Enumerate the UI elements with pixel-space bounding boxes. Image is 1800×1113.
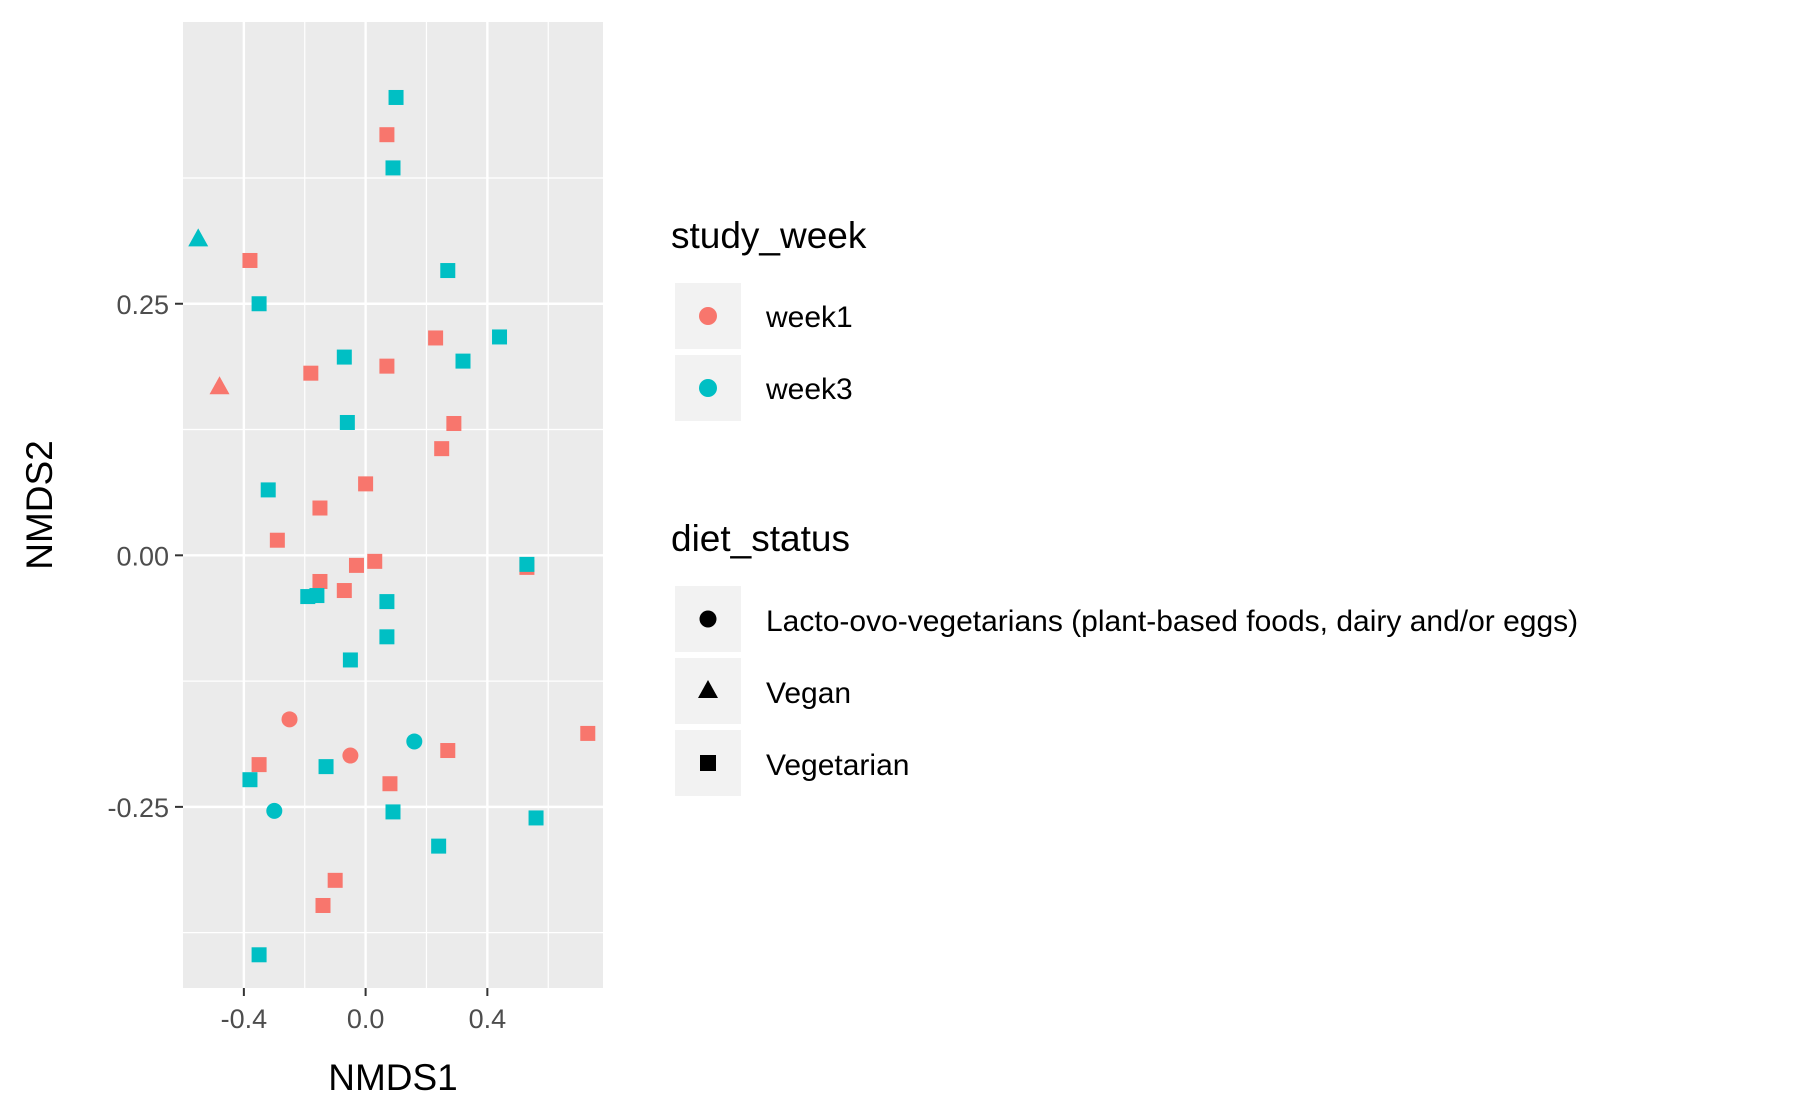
x-tick-label-2: 0.4 bbox=[469, 1004, 507, 1034]
y-tick-label-1: 0.00 bbox=[116, 541, 169, 571]
legend-title-diet-status: diet_status bbox=[671, 518, 850, 559]
x-tick-label-0: -0.4 bbox=[221, 1004, 268, 1034]
data-point-week1-square-40 bbox=[382, 776, 398, 792]
data-point-week1-square-17 bbox=[358, 476, 374, 492]
legend-label-week3: week3 bbox=[765, 373, 853, 406]
data-point-week1-square-7 bbox=[428, 330, 444, 346]
data-point-week3-square-2 bbox=[385, 160, 401, 176]
data-point-week1-square-19 bbox=[312, 500, 328, 516]
data-point-week1-square-25 bbox=[312, 573, 328, 589]
data-point-week3-triangle-3 bbox=[188, 228, 209, 247]
data-point-week1-circle-36 bbox=[342, 747, 359, 764]
legend-label-vegan: Vegan bbox=[766, 677, 851, 710]
data-point-week1-square-20 bbox=[269, 532, 285, 548]
data-point-week3-square-31 bbox=[342, 652, 358, 668]
data-point-week3-square-8 bbox=[492, 329, 508, 345]
data-point-week3-square-39 bbox=[242, 772, 258, 788]
data-point-week3-square-47 bbox=[251, 947, 267, 963]
data-points bbox=[188, 89, 596, 963]
data-point-week3-square-9 bbox=[336, 349, 352, 365]
data-point-week3-square-44 bbox=[431, 838, 447, 854]
legend-key-week3 bbox=[699, 379, 717, 397]
data-point-week1-square-45 bbox=[327, 872, 343, 888]
data-point-week1-square-15 bbox=[446, 415, 462, 431]
data-point-week1-triangle-13 bbox=[209, 376, 230, 395]
legend-key-vegan-triangle bbox=[698, 680, 718, 698]
x-axis-title: NMDS1 bbox=[328, 1057, 458, 1098]
data-point-week1-square-35 bbox=[440, 743, 456, 759]
data-point-week3-square-10 bbox=[455, 353, 471, 369]
data-point-week3-circle-41 bbox=[266, 802, 283, 819]
axes: -0.4 0.0 0.4 -0.25 0.00 0.25 bbox=[107, 290, 506, 1034]
legend-title-study-week: study_week bbox=[671, 215, 867, 256]
data-point-week1-circle-32 bbox=[281, 711, 298, 728]
legend-study-week: study_week week1 week3 bbox=[671, 215, 867, 421]
legend-key-week1 bbox=[699, 307, 717, 325]
plot-panel bbox=[183, 22, 603, 988]
data-point-week3-square-30 bbox=[379, 629, 395, 645]
data-point-week1-square-4 bbox=[242, 252, 258, 268]
data-point-week1-square-11 bbox=[379, 358, 395, 374]
data-point-week3-square-5 bbox=[440, 263, 456, 279]
data-point-week3-square-43 bbox=[528, 810, 544, 826]
data-point-week1-square-16 bbox=[434, 441, 450, 457]
data-point-week1-square-26 bbox=[336, 583, 352, 599]
data-point-week3-square-42 bbox=[385, 804, 401, 820]
data-point-week3-circle-34 bbox=[406, 733, 423, 750]
legend-key-vegetarian-square bbox=[700, 755, 716, 771]
data-point-week3-square-29 bbox=[379, 594, 395, 610]
data-point-week1-square-37 bbox=[251, 757, 267, 773]
legend-label-week1: week1 bbox=[765, 301, 853, 334]
data-point-week3-square-18 bbox=[260, 482, 276, 498]
data-point-week3-square-6 bbox=[251, 296, 267, 312]
legend-key-lacto-ovo-circle bbox=[699, 610, 717, 628]
data-point-week3-square-0 bbox=[388, 89, 404, 105]
data-point-week1-square-12 bbox=[303, 365, 319, 381]
data-point-week3-square-14 bbox=[339, 414, 355, 430]
legend-label-vegetarian: Vegetarian bbox=[766, 749, 909, 782]
data-point-week1-square-33 bbox=[580, 725, 596, 741]
x-tick-label-1: 0.0 bbox=[347, 1004, 385, 1034]
data-point-week3-square-22 bbox=[519, 556, 535, 572]
data-point-week1-square-46 bbox=[315, 897, 331, 913]
data-point-week3-square-38 bbox=[318, 759, 334, 775]
legend-diet-status: diet_status Lacto-ovo-vegetarians (plant… bbox=[671, 518, 1578, 796]
y-tick-label-2: 0.25 bbox=[116, 290, 169, 320]
y-tick-label-0: -0.25 bbox=[107, 793, 169, 823]
data-point-week1-square-24 bbox=[348, 557, 364, 573]
data-point-week1-square-23 bbox=[367, 553, 383, 569]
y-axis-title: NMDS2 bbox=[19, 440, 60, 570]
data-point-week3-square-28 bbox=[309, 588, 325, 604]
data-point-week1-square-1 bbox=[379, 127, 395, 143]
legend-label-lacto-ovo: Lacto-ovo-vegetarians (plant-based foods… bbox=[766, 605, 1578, 638]
